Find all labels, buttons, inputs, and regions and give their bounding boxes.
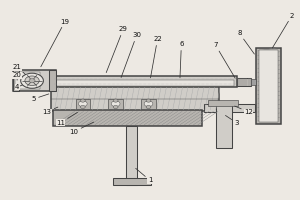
Text: 2: 2 [272, 13, 294, 48]
Text: 4: 4 [15, 84, 22, 90]
Bar [76, 99, 90, 109]
Circle shape [111, 101, 120, 107]
Circle shape [29, 79, 35, 83]
Circle shape [21, 73, 44, 88]
Circle shape [113, 99, 118, 102]
Text: 13: 13 [43, 107, 58, 115]
Circle shape [146, 99, 151, 102]
Bar [53, 110, 202, 126]
Text: 6: 6 [179, 41, 184, 78]
Bar [237, 78, 251, 86]
Bar [251, 79, 256, 85]
Bar [259, 50, 278, 122]
Bar [50, 70, 56, 91]
Text: 3: 3 [226, 115, 239, 126]
Text: 10: 10 [69, 122, 94, 135]
Bar [216, 104, 232, 148]
Circle shape [80, 105, 85, 109]
Circle shape [146, 105, 151, 109]
Text: 7: 7 [213, 42, 235, 78]
Circle shape [113, 105, 118, 109]
Bar [141, 99, 156, 109]
Circle shape [25, 76, 39, 86]
Text: 1: 1 [136, 168, 152, 183]
Bar [13, 70, 56, 91]
Circle shape [144, 101, 153, 107]
Bar [13, 70, 19, 91]
Circle shape [80, 99, 85, 102]
Bar [126, 126, 137, 185]
Text: 22: 22 [151, 36, 162, 78]
Text: 19: 19 [41, 19, 69, 67]
Text: 21: 21 [13, 64, 26, 74]
Bar [54, 80, 234, 86]
Text: 20: 20 [13, 72, 22, 80]
Bar [204, 104, 254, 112]
Bar [109, 99, 123, 109]
Text: 5: 5 [32, 94, 49, 102]
Text: 29: 29 [106, 26, 127, 73]
Text: 30: 30 [121, 32, 141, 78]
Text: 8: 8 [237, 30, 254, 54]
Bar [52, 76, 237, 87]
Text: 12: 12 [235, 106, 253, 115]
Bar [113, 178, 152, 185]
Text: 11: 11 [56, 112, 77, 126]
Circle shape [79, 101, 87, 107]
Bar [256, 48, 281, 124]
Bar [208, 100, 238, 106]
Bar [52, 86, 219, 111]
Bar [15, 72, 40, 89]
